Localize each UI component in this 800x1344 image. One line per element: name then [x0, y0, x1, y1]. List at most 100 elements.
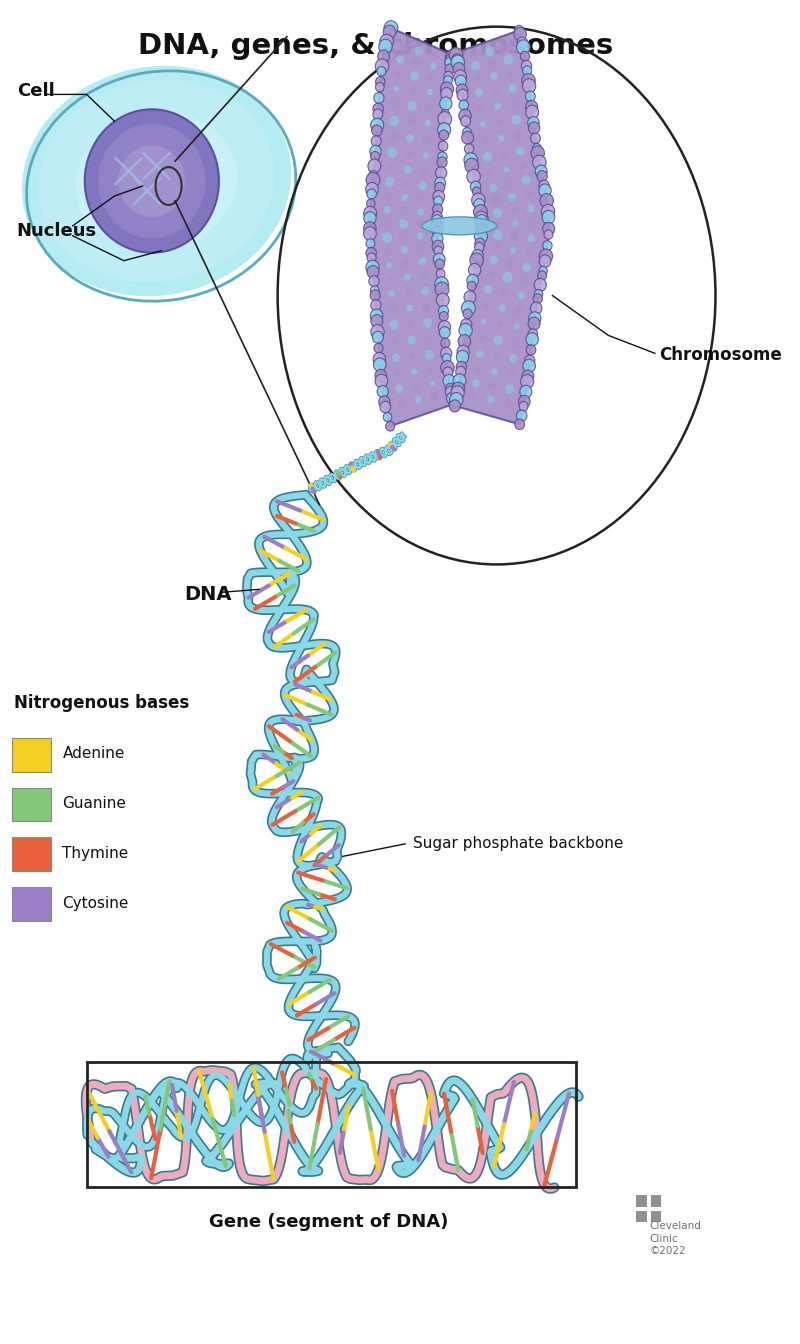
Circle shape — [494, 335, 503, 345]
Circle shape — [438, 122, 450, 137]
Circle shape — [369, 276, 379, 286]
Circle shape — [402, 194, 408, 202]
Circle shape — [505, 179, 514, 188]
Circle shape — [435, 259, 444, 269]
Circle shape — [377, 386, 388, 398]
Circle shape — [480, 121, 486, 128]
Circle shape — [533, 155, 546, 169]
Circle shape — [394, 370, 401, 378]
Circle shape — [366, 172, 380, 187]
Circle shape — [373, 109, 382, 120]
Circle shape — [412, 58, 422, 67]
Circle shape — [498, 134, 505, 141]
Circle shape — [422, 152, 429, 159]
Circle shape — [366, 261, 379, 274]
Circle shape — [474, 242, 484, 253]
Circle shape — [435, 282, 449, 297]
Circle shape — [449, 47, 463, 62]
Circle shape — [450, 47, 460, 58]
Circle shape — [446, 392, 458, 405]
Circle shape — [434, 196, 443, 206]
Circle shape — [539, 266, 547, 276]
Circle shape — [390, 320, 398, 331]
Circle shape — [443, 367, 453, 378]
Circle shape — [384, 247, 392, 255]
Circle shape — [461, 116, 470, 126]
Circle shape — [497, 321, 503, 328]
Circle shape — [373, 103, 383, 114]
Circle shape — [370, 145, 382, 157]
Circle shape — [538, 184, 551, 198]
Circle shape — [370, 286, 379, 296]
Circle shape — [456, 367, 466, 378]
FancyBboxPatch shape — [636, 1211, 647, 1222]
Circle shape — [482, 152, 492, 163]
Text: Cytosine: Cytosine — [62, 895, 129, 910]
Polygon shape — [455, 31, 549, 425]
Circle shape — [522, 262, 531, 271]
Circle shape — [514, 324, 520, 329]
Text: DNA, genes, & chromosomes: DNA, genes, & chromosomes — [138, 32, 613, 59]
Circle shape — [441, 347, 452, 359]
Circle shape — [386, 422, 394, 431]
Circle shape — [528, 329, 538, 339]
Circle shape — [470, 253, 483, 267]
Circle shape — [514, 305, 523, 316]
Circle shape — [451, 55, 465, 70]
Circle shape — [522, 66, 532, 75]
Circle shape — [383, 26, 396, 39]
Circle shape — [445, 65, 454, 74]
Circle shape — [457, 89, 468, 101]
Circle shape — [391, 337, 398, 345]
Circle shape — [520, 386, 532, 398]
Circle shape — [477, 103, 485, 113]
Circle shape — [364, 222, 376, 235]
FancyBboxPatch shape — [12, 837, 51, 871]
Circle shape — [528, 317, 540, 329]
Circle shape — [462, 128, 471, 137]
Circle shape — [452, 382, 465, 396]
Circle shape — [531, 146, 545, 160]
Circle shape — [435, 167, 446, 179]
Circle shape — [534, 289, 542, 298]
Circle shape — [467, 169, 480, 184]
Circle shape — [438, 305, 449, 316]
Circle shape — [419, 270, 429, 281]
Circle shape — [487, 58, 497, 67]
Circle shape — [389, 290, 395, 297]
Circle shape — [446, 386, 457, 398]
Circle shape — [514, 132, 522, 140]
Circle shape — [425, 102, 433, 112]
Circle shape — [457, 345, 470, 359]
Circle shape — [502, 271, 513, 282]
Circle shape — [426, 89, 433, 95]
Circle shape — [451, 386, 464, 401]
Circle shape — [457, 351, 469, 363]
Circle shape — [526, 333, 538, 345]
Circle shape — [375, 77, 385, 87]
Circle shape — [389, 132, 398, 142]
Circle shape — [522, 79, 536, 93]
Circle shape — [516, 146, 525, 156]
Circle shape — [118, 145, 186, 216]
Circle shape — [482, 137, 489, 145]
Circle shape — [518, 395, 530, 407]
Circle shape — [407, 101, 417, 112]
Circle shape — [441, 87, 453, 99]
Circle shape — [406, 304, 413, 312]
Circle shape — [474, 238, 485, 249]
Circle shape — [428, 367, 434, 372]
Circle shape — [527, 234, 535, 242]
Circle shape — [453, 374, 466, 387]
Circle shape — [374, 358, 386, 371]
Circle shape — [510, 337, 519, 347]
Circle shape — [414, 396, 422, 403]
Circle shape — [534, 278, 546, 292]
Circle shape — [441, 109, 450, 118]
Circle shape — [433, 204, 442, 215]
Circle shape — [443, 375, 455, 387]
Circle shape — [85, 109, 219, 253]
Circle shape — [367, 266, 379, 278]
Circle shape — [518, 292, 525, 300]
Circle shape — [474, 204, 487, 219]
